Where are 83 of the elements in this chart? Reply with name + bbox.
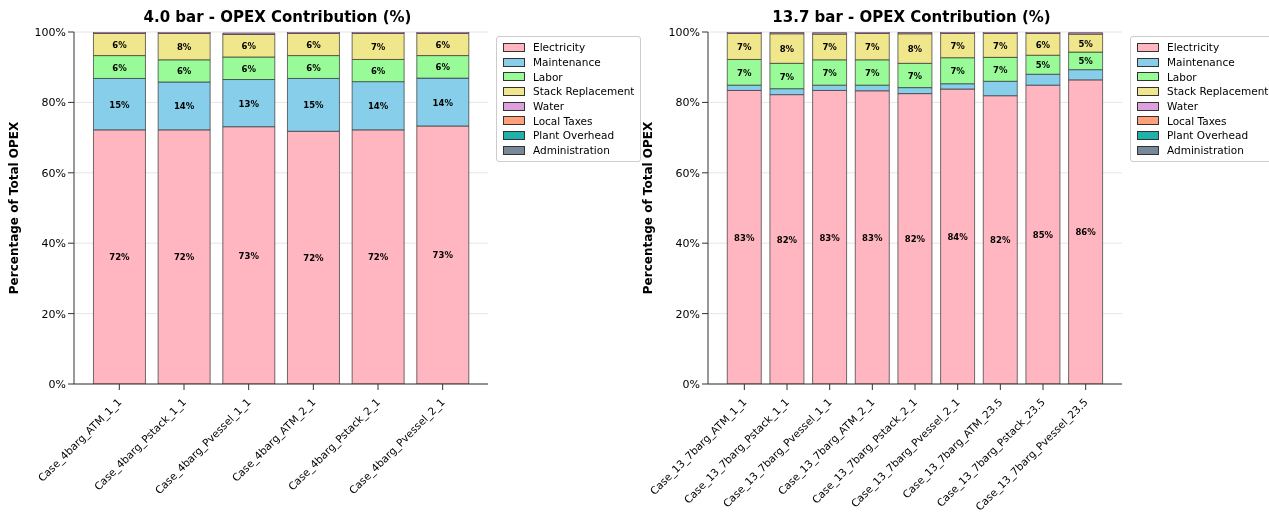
data-label: 14% (173, 101, 195, 112)
y-tick-label: 80% (41, 96, 66, 110)
legend-label: Local Taxes (1167, 114, 1227, 127)
data-label: 7% (822, 42, 838, 53)
legend-label: Electricity (533, 41, 586, 54)
legend-label: Water (533, 100, 565, 113)
data-label: 7% (993, 40, 1008, 51)
legend-label: Administration (533, 144, 610, 157)
y-tick-label: 0% (48, 377, 66, 391)
data-label: 14% (432, 97, 454, 108)
data-label: 6% (435, 62, 451, 73)
data-label: 7% (779, 71, 795, 82)
data-label: 73% (238, 250, 260, 261)
legend-label: Electricity (1167, 41, 1220, 54)
data-label: 86% (1075, 227, 1097, 238)
data-label: 6% (1035, 39, 1051, 50)
data-label: 6% (306, 62, 322, 73)
y-axis-title: Percentage of Total OPEX (641, 121, 656, 295)
data-label: 72% (303, 253, 325, 264)
y-tick-label: 20% (675, 307, 700, 321)
data-label: 82% (776, 234, 798, 245)
y-tick-label: 20% (41, 307, 66, 321)
y-tick-label: 100% (668, 25, 700, 39)
data-label: 5% (1078, 56, 1094, 67)
data-label: 85% (1032, 230, 1054, 241)
y-tick-label: 100% (34, 25, 66, 39)
data-label: 6% (241, 41, 257, 52)
data-label: 7% (370, 41, 386, 52)
data-label: 13% (238, 98, 260, 109)
legend-label: Labor (1167, 70, 1197, 83)
y-axis-title: Percentage of Total OPEX (7, 121, 22, 295)
data-label: 72% (173, 252, 195, 263)
data-label: 83% (819, 232, 841, 243)
data-label: 6% (112, 40, 128, 50)
data-label: 6% (370, 66, 386, 77)
data-label: 7% (950, 41, 966, 52)
data-label: 7% (907, 70, 923, 81)
data-label: 83% (862, 232, 883, 243)
data-label: 6% (112, 62, 128, 73)
data-label: 7% (737, 41, 752, 52)
data-label: 73% (432, 250, 454, 261)
data-label: 8% (907, 44, 923, 55)
data-label: 8% (779, 44, 795, 55)
data-label: 82% (990, 235, 1011, 246)
y-tick-label: 80% (675, 96, 700, 110)
data-label: 7% (822, 67, 838, 78)
data-label: 72% (109, 252, 131, 263)
chart-title: 13.7 bar - OPEX Contribution (%) (771, 8, 1052, 26)
data-label: 14% (367, 101, 389, 112)
data-label: 84% (947, 232, 969, 243)
legend-label: Maintenance (1167, 56, 1235, 69)
legend-label: Water (1167, 100, 1199, 113)
data-label: 15% (109, 99, 131, 110)
data-label: 5% (1078, 38, 1094, 49)
legend-label: Stack Replacement (533, 85, 635, 98)
chart-title: 4.0 bar - OPEX Contribution (%) (142, 8, 413, 26)
data-label: 7% (865, 42, 880, 53)
legend-label: Stack Replacement (1167, 85, 1269, 98)
y-tick-label: 40% (41, 237, 66, 251)
legend-label: Local Taxes (533, 114, 593, 127)
data-label: 6% (241, 63, 257, 74)
data-label: 83% (734, 232, 755, 243)
legend-label: Plant Overhead (533, 129, 615, 142)
y-tick-label: 0% (682, 377, 700, 391)
data-label: 7% (993, 64, 1008, 75)
y-tick-label: 60% (675, 166, 700, 180)
data-label: 5% (1035, 60, 1051, 71)
legend-label: Maintenance (533, 56, 601, 69)
y-tick-label: 40% (675, 237, 700, 251)
data-label: 82% (904, 234, 926, 245)
data-label: 6% (176, 66, 192, 77)
legend-label: Plant Overhead (1167, 129, 1249, 142)
data-label: 15% (303, 100, 325, 111)
data-label: 6% (306, 40, 322, 50)
legend-label: Administration (1167, 144, 1244, 157)
data-label: 8% (176, 42, 192, 53)
data-label: 72% (367, 252, 389, 263)
data-label: 7% (865, 67, 880, 78)
y-tick-label: 60% (41, 166, 66, 180)
data-label: 7% (950, 66, 966, 77)
data-label: 6% (435, 40, 451, 50)
legend-label: Labor (533, 70, 563, 83)
data-label: 7% (737, 67, 752, 78)
